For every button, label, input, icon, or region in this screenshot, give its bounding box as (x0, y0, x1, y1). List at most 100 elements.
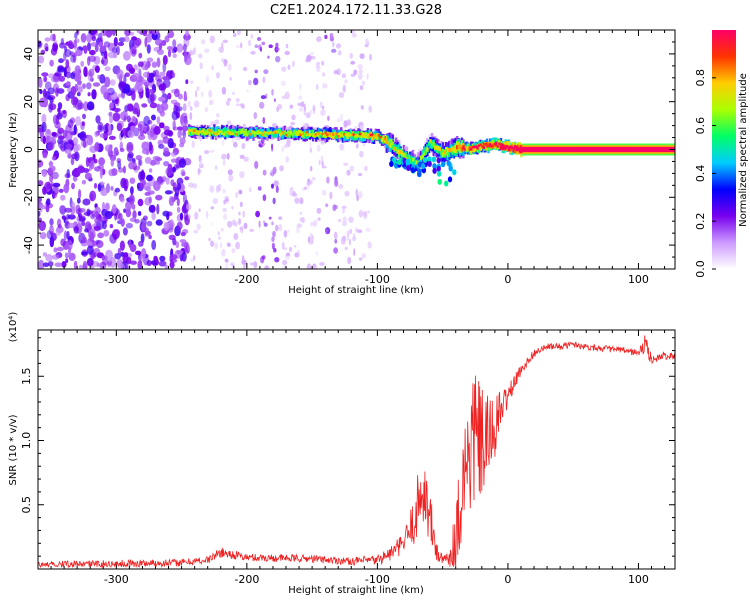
y-tick-label: 40 (22, 47, 35, 61)
ridge-cell (297, 133, 301, 136)
noise-cell (131, 91, 136, 101)
noise-cell (243, 265, 246, 269)
ridge-cell (338, 132, 341, 135)
noise-cell (198, 163, 204, 169)
noise-cell (164, 35, 170, 43)
ridge-cell (272, 132, 276, 138)
noise-cell (89, 30, 98, 35)
noise-cell (221, 139, 225, 146)
ridge-cell (448, 148, 451, 158)
noise-cell (263, 222, 268, 227)
noise-cell (238, 190, 243, 195)
noise-cell (162, 55, 168, 65)
snr-background (38, 330, 675, 569)
noise-cell (53, 192, 57, 199)
noise-cell (77, 165, 85, 174)
noise-cell (299, 211, 302, 215)
noise-cell (82, 198, 91, 206)
noise-cell (137, 211, 142, 216)
ridge-branch-cell (422, 157, 428, 163)
noise-cell (253, 112, 258, 120)
noise-cell (248, 79, 252, 86)
ridge-cell (528, 148, 531, 151)
ridge-cell (235, 126, 238, 135)
noise-cell (67, 153, 72, 159)
noise-cell (233, 141, 238, 148)
noise-cell (208, 89, 213, 98)
noise-cell (99, 168, 103, 179)
noise-cell (192, 183, 198, 189)
ridge-cell (268, 132, 271, 135)
noise-cell (123, 252, 129, 258)
noise-cell (356, 194, 359, 202)
noise-cell (80, 60, 85, 67)
ridge-cell (194, 127, 197, 133)
noise-cell (49, 174, 54, 183)
noise-cell (149, 144, 154, 155)
ridge-cell (330, 132, 334, 135)
noise-cell (183, 210, 189, 221)
ridge-cell (567, 148, 570, 151)
ridge-cell (326, 133, 329, 137)
ridge-cell (471, 145, 474, 149)
ridge-cell (365, 131, 368, 137)
noise-cell (289, 246, 292, 253)
noise-cell (242, 255, 245, 263)
noise-cell (79, 131, 87, 142)
ridge-cell (225, 128, 229, 134)
noise-cell (77, 144, 81, 151)
noise-cell (275, 42, 279, 48)
ridge-cell (208, 129, 211, 132)
ridge-branch-cell (437, 178, 442, 185)
noise-cell (299, 197, 304, 205)
ridge-branch-cell (389, 161, 394, 167)
noise-cell (357, 64, 363, 70)
ridge-cell (456, 145, 459, 150)
noise-cell (49, 59, 54, 67)
ridge-cell (197, 130, 200, 134)
ridge-cell (586, 148, 589, 151)
noise-cell (52, 42, 58, 52)
noise-cell (132, 210, 137, 220)
noise-cell (310, 165, 313, 172)
ridge-cell (311, 134, 315, 138)
noise-cell (204, 48, 210, 53)
noise-cell (185, 244, 190, 254)
noise-cell (155, 160, 161, 165)
noise-cell (319, 261, 325, 266)
noise-cell (225, 262, 229, 269)
ridge-branch-cell (431, 156, 437, 163)
ridge-cell (308, 130, 312, 136)
noise-cell (81, 251, 88, 256)
noise-cell (268, 44, 273, 48)
noise-cell (226, 100, 230, 105)
noise-cell (67, 222, 76, 229)
noise-cell (316, 144, 321, 152)
snr-panel: -300 -200 -100 0 100 0.5 1.0 1.5 Height of stra… (8, 312, 676, 596)
ridge-cell (343, 133, 346, 136)
noise-cell (86, 257, 94, 267)
ridge-cell (438, 147, 442, 152)
noise-cell (88, 68, 95, 78)
noise-cell (243, 156, 249, 162)
noise-cell (285, 252, 291, 257)
ridge-cell (658, 148, 661, 151)
noise-cell (294, 197, 300, 204)
noise-cell (39, 89, 43, 95)
ridge-branch-cell (427, 156, 432, 163)
noise-cell (235, 192, 239, 199)
ridge-cell (664, 148, 667, 151)
ridge-cell (260, 131, 263, 135)
noise-cell (70, 55, 76, 63)
ridge-cell (432, 142, 435, 147)
ridge-cell (587, 148, 590, 151)
noise-cell (287, 229, 290, 233)
noise-cell (130, 186, 134, 195)
noise-cell (223, 213, 228, 220)
noise-cell (254, 160, 259, 169)
noise-cell (316, 65, 321, 72)
ridge-cell (549, 148, 553, 151)
noise-cell (250, 33, 253, 40)
ridge-cell (377, 134, 380, 137)
ridge-cell (656, 148, 659, 151)
